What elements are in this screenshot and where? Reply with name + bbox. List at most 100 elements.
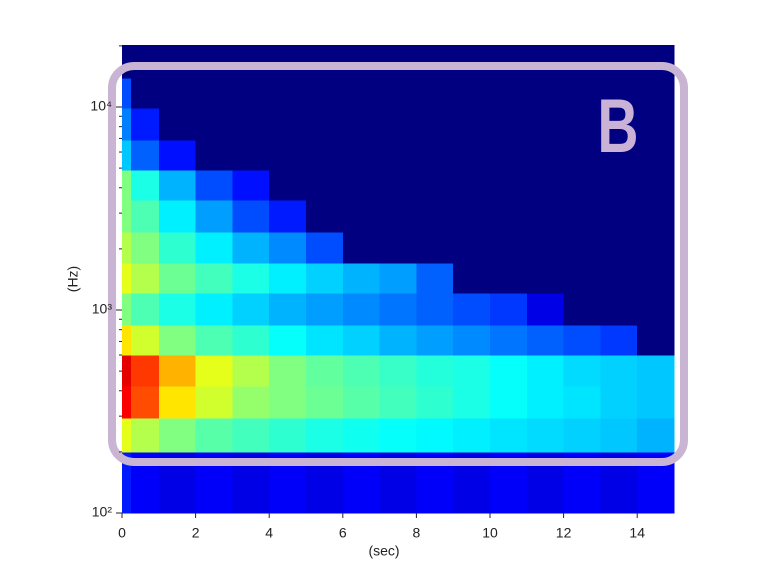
cell [122, 139, 132, 171]
cell [131, 355, 160, 387]
cell [306, 386, 344, 419]
cell [122, 107, 132, 141]
cell [306, 262, 344, 294]
cell [637, 262, 675, 294]
cell [232, 231, 270, 264]
cell [195, 169, 233, 201]
cell [158, 262, 197, 294]
cell [490, 417, 528, 453]
cell [637, 386, 675, 419]
cell [342, 199, 381, 233]
cell [131, 169, 160, 201]
cell [416, 139, 454, 171]
cell [563, 355, 601, 387]
cell [526, 231, 565, 264]
cell [195, 386, 233, 419]
cell [379, 231, 417, 264]
cell [306, 107, 344, 141]
cell [526, 262, 565, 294]
cell [342, 417, 381, 453]
cell [269, 386, 307, 419]
cell [131, 107, 160, 141]
x-tick-label: 0 [118, 525, 126, 541]
cell [416, 199, 454, 233]
cell [342, 139, 381, 171]
cell [416, 292, 454, 326]
cell [526, 324, 565, 356]
x-tick-label: 12 [556, 525, 572, 541]
cell [563, 292, 601, 326]
cell [637, 355, 675, 387]
cell [526, 139, 565, 171]
cell [379, 262, 417, 294]
cell [490, 355, 528, 387]
cell [158, 45, 197, 79]
cell [131, 324, 160, 356]
x-axis-label: (sec) [368, 543, 399, 559]
cell [232, 417, 270, 453]
cell [232, 139, 270, 171]
cell [637, 417, 675, 453]
cell [269, 355, 307, 387]
cell [563, 231, 601, 264]
cell [379, 107, 417, 141]
cell [490, 231, 528, 264]
cell [195, 199, 233, 233]
y-tick-label: 10⁴ [90, 98, 112, 114]
cell [416, 77, 454, 109]
cell [416, 324, 454, 356]
cell [122, 199, 132, 233]
cell [416, 355, 454, 387]
cell [195, 292, 233, 326]
cell [232, 324, 270, 356]
cell [306, 292, 344, 326]
cell [379, 292, 417, 326]
cell [342, 355, 381, 387]
cell [122, 324, 132, 356]
cell [379, 139, 417, 171]
cell [637, 169, 675, 201]
cell [306, 231, 344, 264]
x-tick-label: 10 [482, 525, 498, 541]
cell [306, 45, 344, 79]
cell [453, 324, 491, 356]
cell [131, 262, 160, 294]
cell [158, 324, 197, 356]
cell [563, 386, 601, 419]
cell [269, 292, 307, 326]
heatmap [122, 45, 675, 514]
cell [158, 386, 197, 419]
cell [195, 262, 233, 294]
cell [158, 139, 197, 171]
cell [342, 169, 381, 201]
cell [600, 199, 638, 233]
cell [526, 107, 565, 141]
cell [490, 169, 528, 201]
cell [600, 107, 638, 141]
cell [379, 417, 417, 453]
cell [563, 199, 601, 233]
cell [490, 107, 528, 141]
cell [195, 231, 233, 264]
cell [416, 169, 454, 201]
cell [526, 45, 565, 79]
cell [526, 199, 565, 233]
cell [269, 262, 307, 294]
cell [342, 77, 381, 109]
cell [416, 386, 454, 419]
cell [637, 199, 675, 233]
cell [131, 139, 160, 171]
cell [342, 324, 381, 356]
y-tick-label: 10² [92, 504, 113, 520]
cell [269, 324, 307, 356]
cell [490, 292, 528, 326]
cell [195, 417, 233, 453]
cell [195, 45, 233, 79]
cell [416, 107, 454, 141]
cell [563, 77, 601, 109]
cell [637, 292, 675, 326]
cell [131, 199, 160, 233]
cell [232, 386, 270, 419]
cell [232, 169, 270, 201]
cell [416, 231, 454, 264]
